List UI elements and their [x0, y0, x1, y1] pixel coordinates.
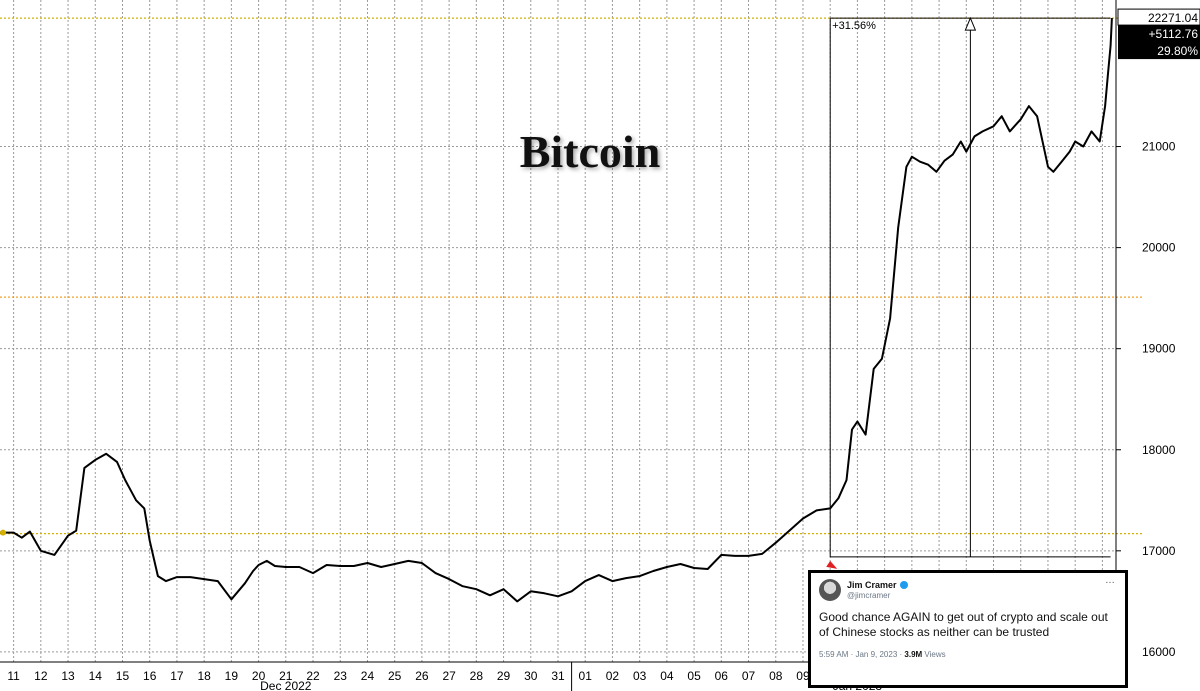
tweet-views-count: 3.9M	[904, 650, 923, 659]
embedded-tweet: Jim Cramer @jimcramer … Good chance AGAI…	[808, 570, 1128, 688]
tweet-author-name: Jim Cramer	[847, 580, 897, 590]
x-tick-label: 23	[334, 669, 348, 683]
tweet-handle: @jimcramer	[847, 591, 891, 600]
x-tick-label: 26	[415, 669, 429, 683]
y-tick-label: 16000	[1142, 645, 1176, 659]
tweet-meta: 5:59 AM · Jan 9, 2023 · 3.9M Views	[819, 650, 946, 659]
x-tick-label: 16	[143, 669, 157, 683]
x-tick-label: 17	[170, 669, 184, 683]
x-tick-label: 14	[89, 669, 103, 683]
y-tick-label: 20000	[1142, 241, 1176, 255]
measure-annotation: +31.56%	[829, 16, 1111, 558]
tweet-views-label: Views	[922, 650, 946, 659]
price-series	[0, 18, 1113, 603]
x-tick-label: 28	[470, 669, 484, 683]
x-tick-label: 06	[715, 669, 729, 683]
x-tick-label: 08	[769, 669, 783, 683]
x-tick-label: 27	[442, 669, 456, 683]
tweet-arrow-head	[826, 560, 838, 569]
start-marker	[0, 529, 6, 536]
x-tick-label: 02	[606, 669, 620, 683]
change-box	[1118, 25, 1200, 60]
y-tick-label: 21000	[1142, 140, 1176, 154]
reference-lines	[0, 17, 1144, 535]
x-tick-label: 03	[633, 669, 647, 683]
measure-label: +31.56%	[832, 20, 876, 32]
grid-lines	[0, 0, 1116, 662]
last-price-label: 22271.04	[1148, 11, 1198, 25]
x-tick-label: 12	[34, 669, 48, 683]
verified-badge-icon	[899, 581, 908, 589]
more-options-icon[interactable]: …	[1105, 575, 1115, 586]
x-tick-label: 30	[524, 669, 538, 683]
x-tick-label: 20	[252, 669, 266, 683]
tweet-text: Good chance AGAIN to get out of crypto a…	[819, 610, 1108, 639]
last-value-labels: 22271.04 +5112.76 29.80%	[1117, 8, 1200, 60]
x-tick-label: 15	[116, 669, 130, 683]
x-tick-label: 04	[660, 669, 674, 683]
measure-arrowhead	[964, 16, 977, 31]
pct-change-label: 29.80%	[1157, 44, 1198, 58]
x-tick-label: 31	[551, 669, 565, 683]
chart-title: Bitcoin	[520, 126, 661, 177]
x-tick-label: 29	[497, 669, 511, 683]
tweet-author: Jim Cramer	[847, 580, 908, 590]
x-tick-label: 21	[279, 669, 293, 683]
x-tick-label: 13	[61, 669, 75, 683]
avatar	[819, 579, 841, 601]
x-tick-label: 07	[742, 669, 756, 683]
x-tick-label: 24	[361, 669, 375, 683]
x-tick-label: 19	[225, 669, 239, 683]
x-tick-label: 11	[7, 669, 20, 683]
price-line	[0, 18, 1113, 603]
x-tick-label: 01	[579, 669, 593, 683]
x-tick-label: 09	[796, 669, 810, 683]
month-label: Dec 2022	[260, 679, 312, 691]
y-tick-label: 18000	[1142, 443, 1176, 457]
y-tick-label: 17000	[1142, 544, 1176, 558]
x-tick-label: 22	[306, 669, 320, 683]
x-tick-label: 18	[197, 669, 211, 683]
y-tick-label: 19000	[1142, 342, 1176, 356]
x-tick-label: 05	[687, 669, 701, 683]
x-tick-label: 25	[388, 669, 402, 683]
tweet-timestamp: 5:59 AM · Jan 9, 2023 ·	[819, 650, 905, 659]
abs-change-label: +5112.76	[1149, 27, 1199, 41]
